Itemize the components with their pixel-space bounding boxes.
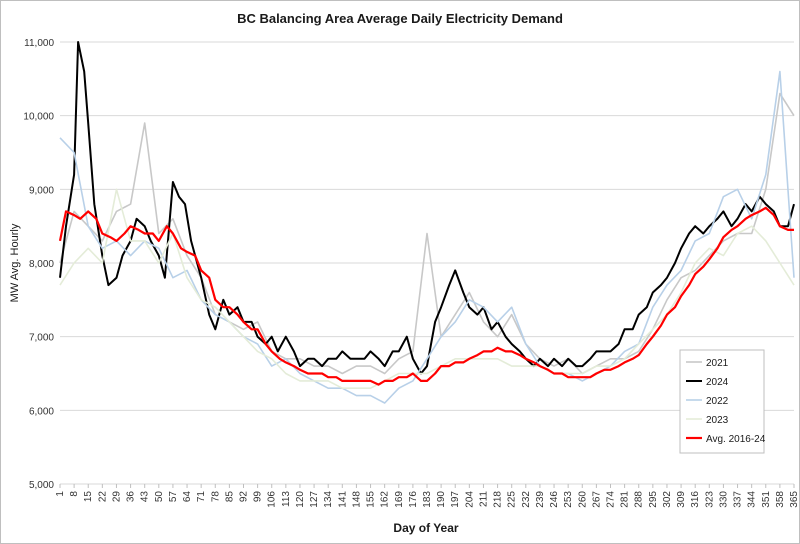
x-tick-label: 176	[408, 491, 419, 508]
series-line-avg-2016-24	[58, 206, 794, 386]
x-tick-labels: 1 8 15 22 29 36 43 50 57 64 71 78 85 92 99 106 113 120 127…	[55, 484, 800, 508]
x-tick-label: 232	[521, 491, 532, 508]
x-tick-label: 36	[126, 491, 137, 503]
x-tick-label: 64	[182, 491, 193, 503]
x-tick-label: 1	[55, 491, 66, 497]
series-line-2024	[59, 41, 795, 375]
x-tick-label: 309	[676, 491, 687, 508]
y-tick-label: 7,000	[29, 333, 54, 344]
x-tick-label: 8	[69, 491, 80, 497]
x-tick-label: 316	[690, 491, 701, 508]
y-tick-label: 11,000	[24, 38, 54, 49]
x-tick-label: 148	[351, 491, 362, 508]
x-tick-label: 253	[563, 491, 574, 508]
y-tick-label: 6,000	[29, 406, 54, 417]
x-tick-label: 239	[535, 491, 546, 508]
x-tick-label: 344	[747, 491, 758, 508]
x-tick-label: 204	[464, 491, 475, 508]
x-tick-label: 365	[789, 491, 800, 508]
series-line-2021	[59, 92, 795, 375]
x-tick-label: 190	[436, 491, 447, 508]
legend-label: 2023	[706, 415, 729, 426]
x-tick-label: 99	[253, 491, 264, 503]
x-tick-label: 274	[606, 491, 617, 508]
x-tick-label: 288	[634, 491, 645, 508]
x-tick-label: 225	[507, 491, 518, 508]
y-tick-labels: 5,000 6,000 7,000 8,000 9,000 10,000 11,000	[23, 38, 54, 491]
x-tick-label: 323	[704, 491, 715, 508]
x-tick-label: 120	[295, 491, 306, 508]
x-tick-label: 141	[337, 491, 348, 508]
x-tick-label: 71	[196, 491, 207, 503]
x-tick-label: 302	[662, 491, 673, 508]
x-tick-label: 162	[380, 491, 391, 508]
x-tick-label: 134	[323, 491, 334, 508]
chart-title: BC Balancing Area Average Daily Electric…	[237, 11, 563, 26]
legend-label: Avg. 2016-24	[706, 434, 766, 445]
x-tick-label: 218	[493, 491, 504, 508]
x-tick-label: 295	[648, 491, 659, 508]
y-tick-label: 8,000	[29, 259, 54, 270]
x-tick-label: 155	[366, 491, 377, 508]
legend-label: 2021	[706, 358, 729, 369]
series-line-2022	[59, 70, 795, 404]
legend-label: 2024	[706, 377, 729, 388]
x-axis-title: Day of Year	[393, 521, 458, 535]
x-tick-label: 267	[591, 491, 602, 508]
legend-label: 2022	[706, 396, 729, 407]
x-tick-label: 337	[733, 491, 744, 508]
legend: 2021 2024 2022 2023 Avg. 2016-24	[679, 349, 766, 454]
x-tick-label: 246	[549, 491, 560, 508]
x-tick-label: 22	[97, 491, 108, 503]
y-tick-label: 9,000	[29, 185, 54, 196]
x-tick-label: 57	[168, 491, 179, 503]
x-tick-label: 211	[478, 491, 489, 507]
x-tick-label: 183	[422, 491, 433, 508]
x-tick-label: 197	[450, 491, 461, 508]
x-tick-label: 330	[718, 491, 729, 508]
x-tick-label: 127	[309, 491, 320, 508]
x-tick-label: 78	[210, 491, 221, 503]
x-tick-label: 113	[281, 491, 292, 507]
x-tick-label: 351	[761, 491, 772, 508]
x-tick-label: 29	[111, 491, 122, 503]
x-tick-label: 43	[140, 491, 151, 503]
legend-box	[679, 349, 765, 454]
x-tick-label: 50	[154, 491, 165, 503]
x-tick-label: 260	[577, 491, 588, 508]
y-tick-label: 5,000	[29, 480, 54, 491]
series-lines	[58, 41, 795, 404]
x-tick-label: 358	[775, 491, 786, 508]
x-tick-label: 85	[224, 491, 235, 503]
x-tick-label: 92	[239, 491, 250, 503]
x-tick-label: 281	[620, 491, 631, 508]
x-tick-label: 169	[394, 491, 405, 508]
series-line-2023	[59, 188, 795, 389]
y-tick-label: 10,000	[23, 112, 54, 123]
y-axis-title: MW Avg. Hourly	[9, 223, 21, 302]
x-tick-label: 106	[267, 491, 278, 508]
x-tick-label: 15	[83, 491, 94, 503]
